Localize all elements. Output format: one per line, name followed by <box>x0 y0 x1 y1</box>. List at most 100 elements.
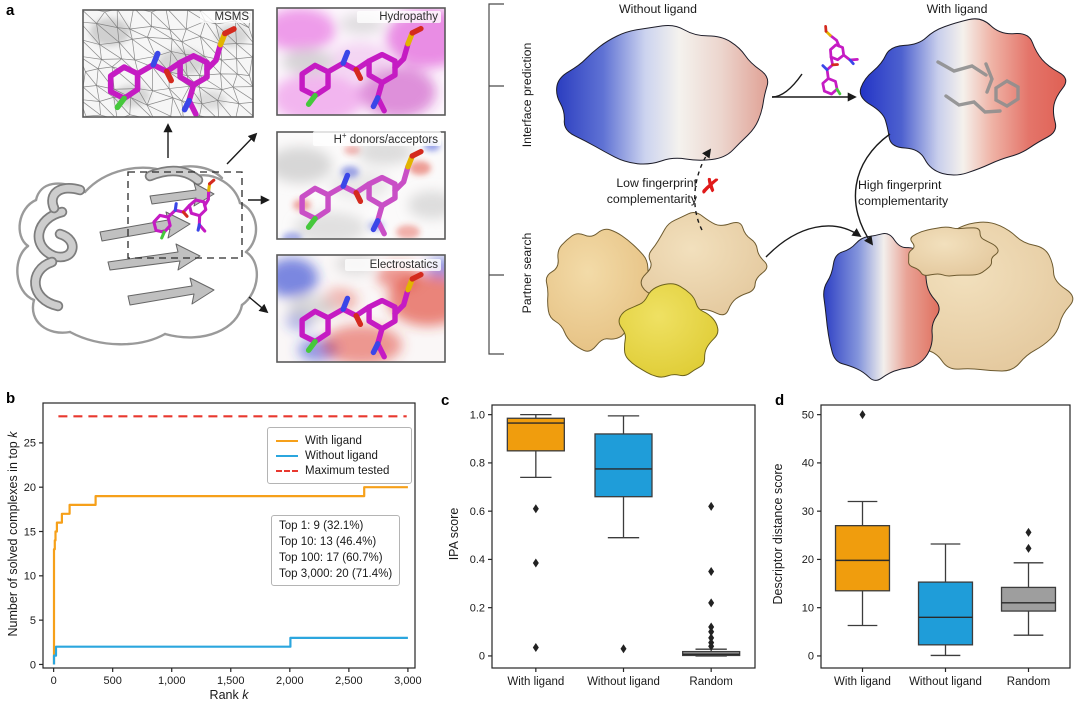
high-fp-line2: complementarity <box>858 193 949 208</box>
b-y-axis-label: Number of solved complexes in top k <box>6 384 20 684</box>
box-with-ligand <box>834 410 891 627</box>
svg-text:10: 10 <box>24 571 36 583</box>
arrow-to-electrostatics <box>248 296 269 314</box>
legend-swatch-with-ligand <box>276 439 298 442</box>
protein-cartoon <box>16 165 259 346</box>
high-fingerprint-label: High fingerprint complementarity <box>858 178 988 210</box>
legend-swatch-maximum-tested <box>276 469 298 472</box>
svg-text:15: 15 <box>24 526 36 538</box>
svg-text:0.6: 0.6 <box>470 506 485 518</box>
surface-with-ligand <box>859 18 1067 176</box>
svg-text:With ligand: With ligand <box>834 676 891 688</box>
legend-label-with-ligand: With ligand <box>305 434 362 447</box>
svg-text:1,000: 1,000 <box>158 675 186 687</box>
d-y-axis-label: Descriptor distance score <box>771 463 785 605</box>
legend-row-maximum-tested: Maximum tested <box>276 463 402 478</box>
svg-text:30: 30 <box>802 506 814 518</box>
svg-text:20: 20 <box>802 554 814 566</box>
hdonors-prefix: H <box>333 133 342 146</box>
svg-text:0: 0 <box>51 675 57 687</box>
electrostatics-panel <box>276 254 446 363</box>
flow-arrows <box>163 73 891 314</box>
svg-text:0: 0 <box>808 651 814 663</box>
chart-solved-complexes: 0 5 10 15 20 25 0 500 1,000 1,500 2,000 2,500 3,000 <box>24 402 422 687</box>
svg-text:10: 10 <box>802 602 814 614</box>
arrow-to-hydropathy <box>226 132 258 165</box>
candidate-partner-3 <box>618 283 719 378</box>
zoom-region-box <box>127 171 243 259</box>
hdonors-sup: + <box>341 131 347 140</box>
box-without-ligand <box>917 543 974 657</box>
svg-text:3,000: 3,000 <box>394 675 422 687</box>
legend-label-maximum-tested: Maximum tested <box>305 464 390 477</box>
hdonors-label: H+ donors/acceptors <box>313 131 441 146</box>
svg-text:0: 0 <box>30 659 36 671</box>
chart-descriptor-distance: 0 10 20 30 40 50 With ligand Without ligand Rand… <box>802 404 1071 688</box>
electrostatics-label: Electrostatics <box>345 259 441 271</box>
panel-letter-c: c <box>441 392 450 409</box>
svg-text:Without ligand: Without ligand <box>909 676 982 688</box>
surface-without-ligand <box>556 24 769 165</box>
panel-a-graphic: .lg{stroke:currentColor;fill:none;stroke… <box>16 3 1074 381</box>
svg-text:0.8: 0.8 <box>470 458 485 470</box>
b-ylabel-text: Number of solved complexes in top <box>6 437 20 637</box>
b-xlabel-italic-k: k <box>242 688 249 702</box>
svg-text:25: 25 <box>24 438 36 450</box>
workflow-bracket <box>488 3 504 355</box>
hydropathy-label: Hydropathy <box>357 11 441 23</box>
svg-text:Random: Random <box>1007 676 1050 688</box>
box-random <box>1000 527 1057 636</box>
bound-ligand-gray-sticks <box>936 60 1020 114</box>
panel-letter-b: b <box>6 390 16 407</box>
b-xlabel-text: Rank <box>209 688 243 702</box>
ligand-sticks <box>146 178 227 244</box>
svg-text:0.2: 0.2 <box>470 602 485 614</box>
legend-row-with-ligand: With ligand <box>276 433 402 448</box>
arrow-partner-to-complex <box>765 225 862 258</box>
partner-search-label: Partner search <box>520 232 534 314</box>
svg-text:2,000: 2,000 <box>276 675 304 687</box>
svg-text:Random: Random <box>689 676 732 688</box>
red-cross-icon: ✗ <box>699 172 722 201</box>
svg-text:5: 5 <box>30 615 36 627</box>
svg-text:1.0: 1.0 <box>470 409 485 421</box>
svg-text:1,500: 1,500 <box>217 675 245 687</box>
annotation-top100: Top 100: 17 (60.7%) <box>279 551 383 564</box>
interface-prediction-label: Interface prediction <box>520 42 534 148</box>
without-ligand-label: Without ligand <box>619 2 697 16</box>
arrow-high-complementarity-top <box>854 133 891 246</box>
svg-text:500: 500 <box>103 675 121 687</box>
with-ligand-label: With ligand <box>926 2 988 16</box>
ligand-arrow-tail <box>771 73 803 98</box>
chart-ipa-score: 0 0.2 0.4 0.6 0.8 1.0 With ligand Without ligan… <box>470 404 756 688</box>
svg-text:With ligand: With ligand <box>507 676 564 688</box>
annotation-top10: Top 10: 13 (46.4%) <box>279 535 377 548</box>
series-with-ligand <box>52 486 408 665</box>
svg-text:0.4: 0.4 <box>470 554 485 566</box>
hdonors-rest: donors/acceptors <box>346 133 438 146</box>
svg-text:2,500: 2,500 <box>335 675 363 687</box>
low-fp-line2: complementarity <box>606 191 697 206</box>
low-fingerprint-label: Low fingerprint complementarity <box>577 176 697 208</box>
legend-swatch-without-ligand <box>276 454 298 457</box>
b-x-axis-label: Rank k <box>189 688 269 702</box>
svg-text:40: 40 <box>802 458 814 470</box>
legend-row-without-ligand: Without ligand <box>276 448 402 463</box>
arrow-low-complementarity-dashed <box>694 148 712 231</box>
free-ligand-molecule <box>801 25 866 100</box>
complex-tan-front-lobe <box>908 226 999 277</box>
svg-text:Without ligand: Without ligand <box>587 676 660 688</box>
svg-text:20: 20 <box>24 482 36 494</box>
b-legend: With ligand Without ligand Maximum teste… <box>267 427 412 484</box>
box-with-ligand <box>506 414 565 652</box>
svg-text:0: 0 <box>479 651 485 663</box>
box-random <box>682 501 741 657</box>
svg-text:50: 50 <box>802 409 814 421</box>
high-fp-line1: High fingerprint <box>858 178 942 192</box>
hdonors-panel <box>276 131 446 240</box>
c-y-axis-label: IPA score <box>447 507 461 561</box>
msms-label: MSMS <box>200 11 252 23</box>
protein-surfaces <box>545 18 1074 381</box>
b-annotation-box: Top 1: 9 (32.1%) Top 10: 13 (46.4%) Top … <box>271 515 401 587</box>
